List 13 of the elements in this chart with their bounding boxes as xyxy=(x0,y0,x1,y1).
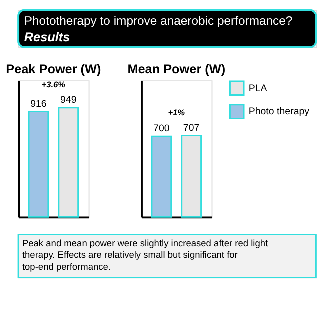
text: +1% xyxy=(168,107,186,118)
data-label: 707 xyxy=(183,122,200,134)
data-label: 916 xyxy=(30,98,47,110)
chart-title: Peak Power (W) xyxy=(6,62,102,77)
text: Peak and mean power were slightly increased after red light therapy. Effects are relatively small but significant for top-end performance. xyxy=(22,238,269,272)
chart-title: Mean Power (W) xyxy=(128,62,226,77)
text: +3.6% xyxy=(42,79,66,90)
legend-label: PLA xyxy=(248,83,268,94)
data-label: 949 xyxy=(60,95,77,106)
data-label: 700 xyxy=(154,124,170,135)
legend-label: Photo therapy xyxy=(248,106,310,118)
text: Results xyxy=(24,30,70,45)
text: Phototherapy to improve anaerobic performance? xyxy=(24,14,293,28)
